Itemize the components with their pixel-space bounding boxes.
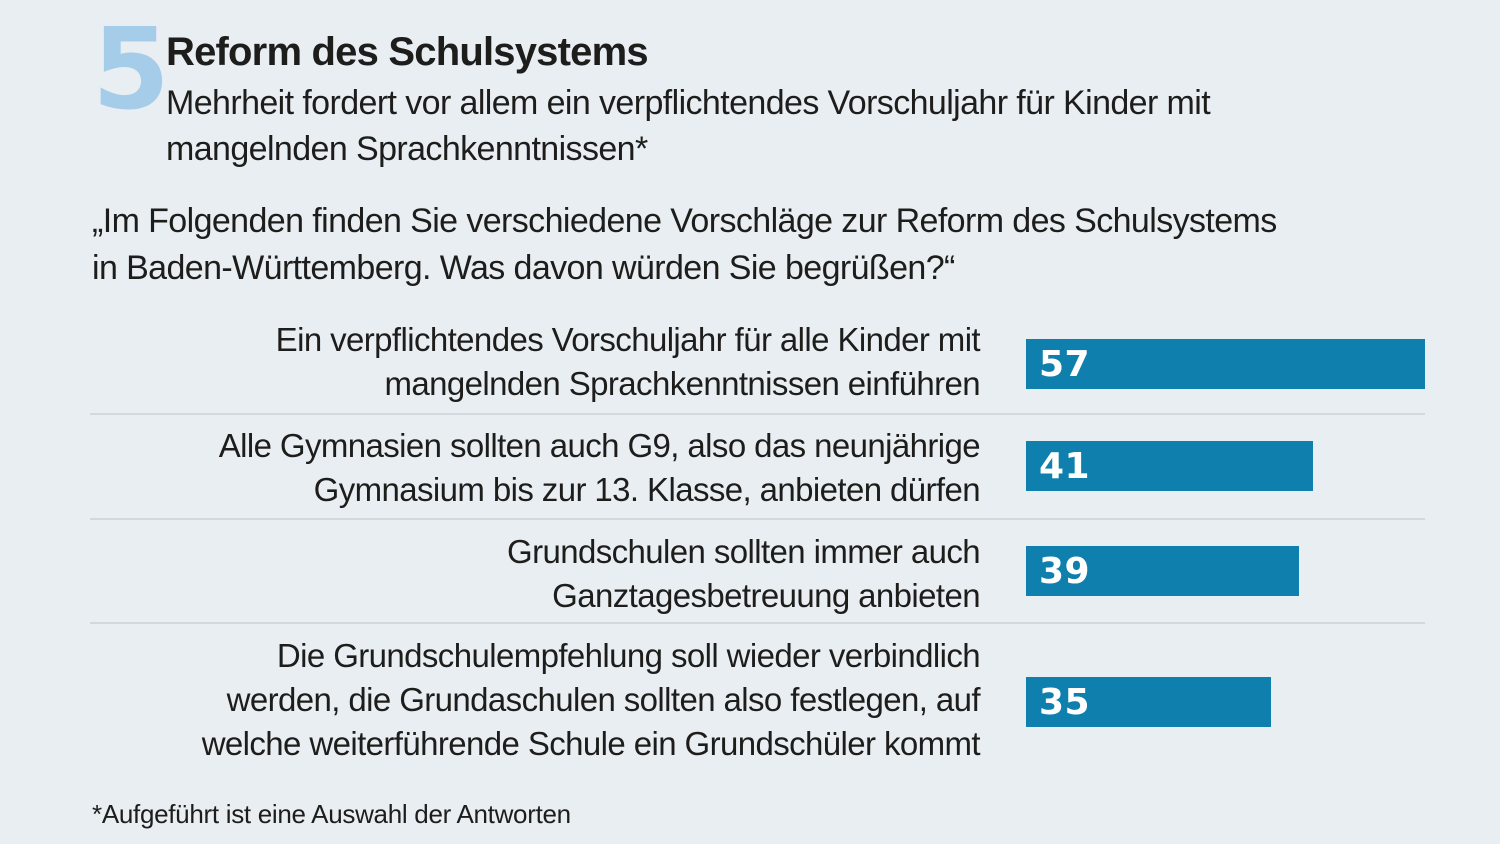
row-divider — [90, 622, 1425, 624]
subtitle: Mehrheit fordert vor allem ein verpflich… — [166, 84, 1211, 168]
bar-value-1: 57 — [1039, 343, 1091, 385]
bar-3: 39 — [1026, 546, 1299, 596]
bar-4: 35 — [1026, 677, 1271, 727]
row-divider — [90, 413, 1425, 415]
bar-1: 57 — [1026, 339, 1425, 389]
bar-value-4: 35 — [1039, 681, 1091, 723]
survey-question: „Im Folgenden finden Sie verschiedene Vo… — [92, 202, 1277, 287]
section-number: 5 — [92, 5, 170, 135]
bar-label-1: Ein verpflichtendes Vorschuljahr für all… — [275, 321, 981, 402]
bar-value-3: 39 — [1039, 550, 1091, 592]
bar-label-4: Die Grundschulempfehlung soll wieder ver… — [201, 637, 981, 762]
row-divider — [90, 518, 1425, 520]
bar-label-3: Grundschulen sollten immer auch Ganztage… — [507, 533, 981, 614]
bar-label-2: Alle Gymnasien sollten auch G9, also das… — [218, 427, 981, 508]
footnote: *Aufgeführt ist eine Auswahl der Antwort… — [92, 799, 571, 829]
bar-2: 41 — [1026, 441, 1313, 491]
bar-value-2: 41 — [1039, 445, 1091, 487]
page-title: Reform des Schulsystems — [166, 30, 649, 74]
